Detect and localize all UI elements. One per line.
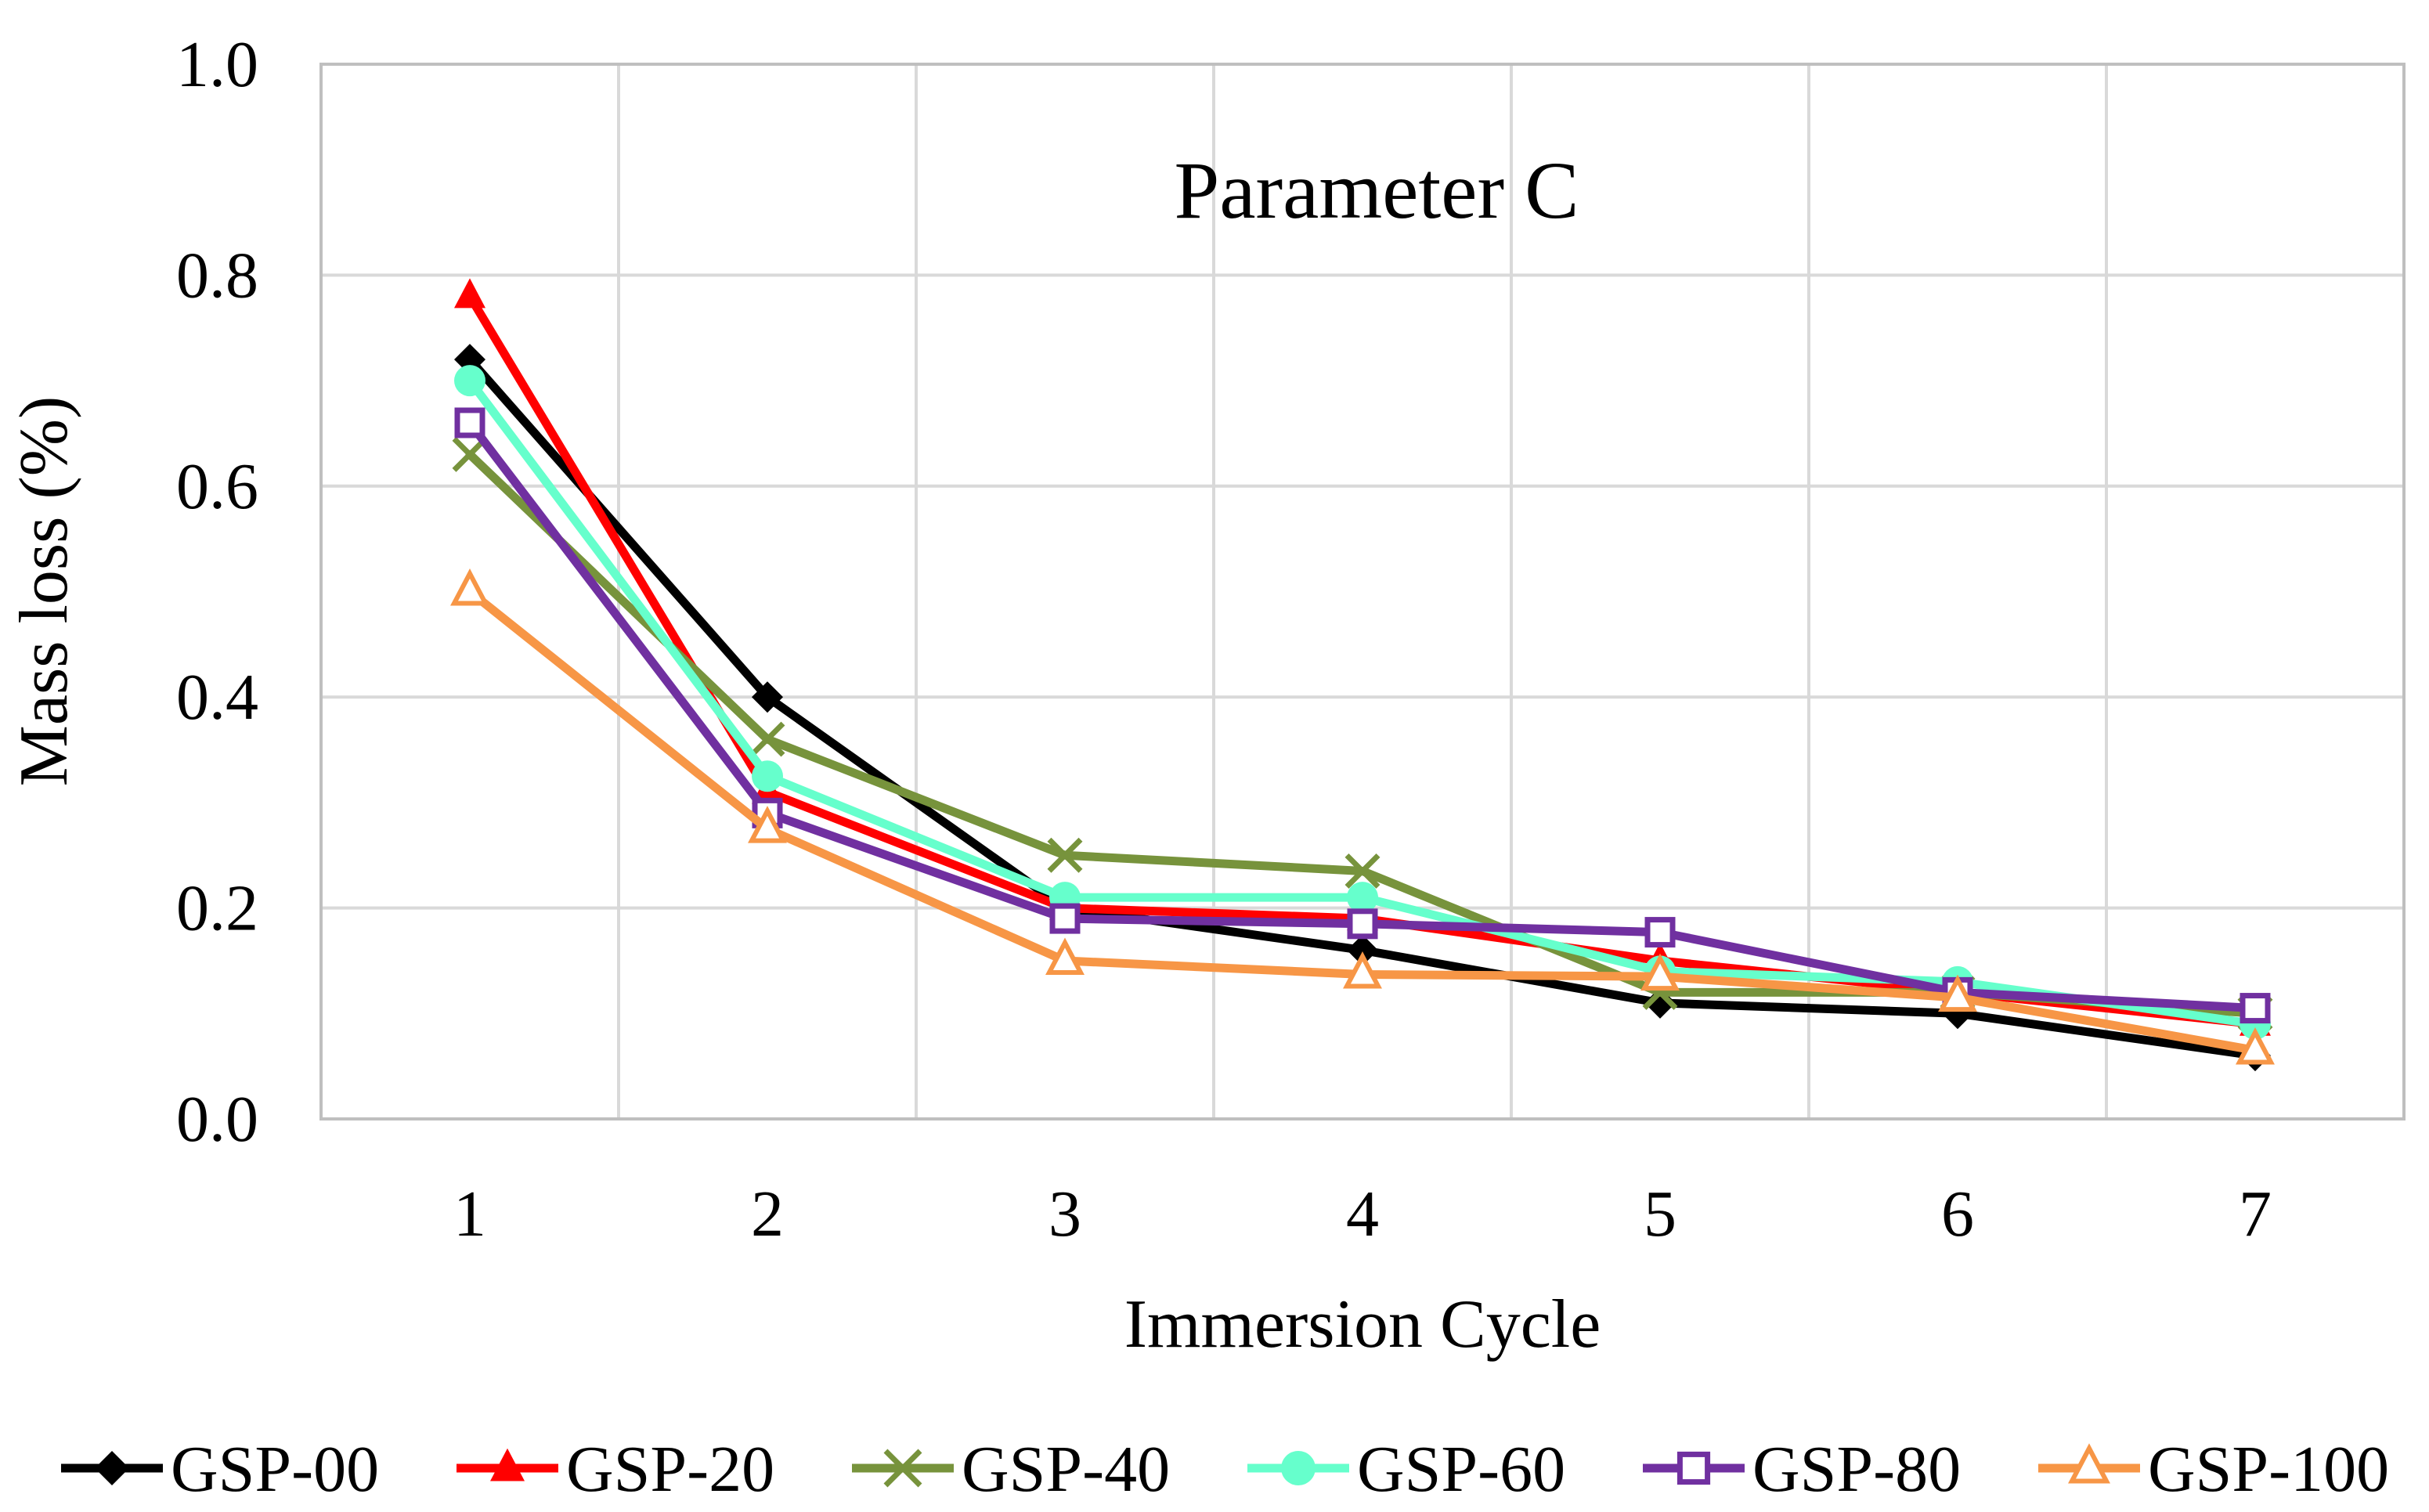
data-point	[1938, 974, 1977, 1012]
data-point	[1676, 1451, 1711, 1485]
legend-item-gsp-100: GSP-100	[2038, 1433, 2389, 1506]
data-point	[1343, 951, 1382, 989]
legend-item-gsp-00: GSP-00	[61, 1433, 379, 1506]
data-point	[1045, 937, 1085, 975]
legend-label: GSP-100	[2148, 1433, 2389, 1506]
data-point	[1640, 953, 1680, 991]
series-gsp-100	[450, 568, 2275, 1065]
data-point	[1347, 882, 1378, 914]
data-point	[2068, 1443, 2110, 1484]
x-tick-label: 2	[751, 1178, 784, 1250]
y-tick-label: 0.8	[176, 239, 258, 312]
chart-title: Parameter C	[1175, 146, 1579, 236]
data-point	[2236, 1027, 2275, 1065]
data-point	[95, 1451, 129, 1485]
legend-item-gsp-40: GSP-40	[852, 1433, 1170, 1506]
y-tick-label: 1.0	[176, 28, 258, 101]
y-tick-label: 0.6	[176, 450, 258, 523]
x-axis-title: Immersion Cycle	[1124, 1286, 1601, 1362]
data-point	[454, 365, 485, 397]
data-point	[1644, 917, 1676, 948]
series-lines	[450, 278, 2275, 1072]
legend-item-gsp-60: GSP-60	[1247, 1433, 1565, 1506]
legend-label: GSP-20	[566, 1433, 774, 1506]
x-tick-label: 1	[453, 1178, 486, 1250]
series-gsp-80	[454, 407, 2271, 1024]
x-tick-label: 3	[1048, 1178, 1081, 1250]
data-point	[748, 806, 787, 843]
data-point	[752, 681, 783, 713]
data-point	[1281, 1451, 1316, 1485]
data-point	[1047, 837, 1083, 873]
y-axis-title: Mass loss (%)	[6, 396, 82, 787]
legend-label: GSP-00	[171, 1433, 379, 1506]
data-point	[883, 1449, 922, 1488]
legend-item-gsp-20: GSP-20	[457, 1433, 774, 1506]
x-tick-label: 4	[1346, 1178, 1379, 1250]
data-point	[752, 760, 783, 792]
data-point	[1347, 908, 1378, 940]
legend-label: GSP-80	[1752, 1433, 1961, 1506]
data-point	[1344, 853, 1381, 889]
legend-label: GSP-40	[962, 1433, 1170, 1506]
data-point	[1347, 934, 1378, 966]
data-point	[2240, 993, 2271, 1024]
data-point	[490, 1448, 525, 1481]
legend-label: GSP-60	[1357, 1433, 1565, 1506]
x-tick-label: 5	[1644, 1178, 1676, 1250]
x-axis-ticks: 1 2 3 4 5 6 7	[453, 1178, 2272, 1250]
x-tick-label: 6	[1941, 1178, 1974, 1250]
plot-area	[319, 63, 2406, 1120]
y-tick-label: 0.0	[176, 1083, 258, 1156]
y-axis-ticks: 0.0 0.2 0.4 0.6 0.8 1.0	[176, 28, 258, 1156]
data-point	[749, 721, 785, 757]
legend: GSP-00 GSP-20 GSP-40 GSP-60 GSP-80 GSP-100	[61, 1433, 2389, 1506]
data-point	[1049, 903, 1081, 934]
y-tick-label: 0.4	[176, 661, 258, 734]
x-tick-label: 7	[2239, 1178, 2272, 1250]
data-point	[454, 278, 485, 309]
data-point	[452, 436, 488, 472]
legend-item-gsp-80: GSP-80	[1643, 1433, 1961, 1506]
data-point	[450, 568, 489, 606]
data-point	[454, 407, 485, 438]
y-tick-label: 0.2	[176, 872, 258, 945]
